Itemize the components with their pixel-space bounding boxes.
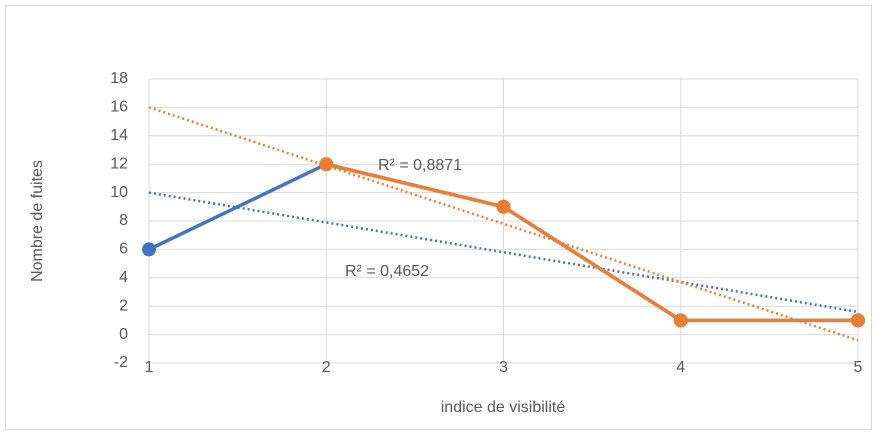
- data-point: [673, 313, 688, 328]
- x-tick-label: 5: [854, 359, 863, 376]
- y-tick-label: -2: [114, 354, 128, 371]
- annotation: R² = 0,8871: [378, 157, 462, 174]
- marks: [142, 106, 865, 342]
- y-tick-label: 0: [119, 326, 128, 343]
- y-tick-label: 10: [110, 184, 128, 201]
- x-axis-title: indice de visibilité: [441, 399, 566, 416]
- trendline: [148, 106, 859, 342]
- x-tick-label: 3: [499, 359, 508, 376]
- series-line: [325, 162, 858, 323]
- data-point: [142, 242, 156, 257]
- data-point: [851, 313, 865, 328]
- grid: [148, 78, 859, 364]
- y-tick-label: 16: [110, 99, 128, 116]
- x-tick-label: 2: [322, 359, 331, 376]
- y-tick-label: 12: [110, 155, 128, 172]
- y-tick-label: 6: [119, 241, 128, 258]
- annotation: R² = 0,4652: [345, 263, 429, 280]
- y-tick-label: 2: [119, 297, 128, 314]
- x-tick-label: 4: [676, 359, 685, 376]
- y-axis-title: Nombre de fuites: [29, 160, 46, 282]
- y-tick-label: 18: [110, 70, 128, 87]
- y-tick-label: 4: [119, 269, 128, 286]
- chart-frame: [5, 5, 872, 430]
- y-tick-label: 14: [110, 127, 128, 144]
- x-tick-label: 1: [145, 359, 154, 376]
- data-point: [496, 199, 511, 214]
- data-point: [319, 157, 334, 172]
- y-tick-label: 8: [119, 212, 128, 229]
